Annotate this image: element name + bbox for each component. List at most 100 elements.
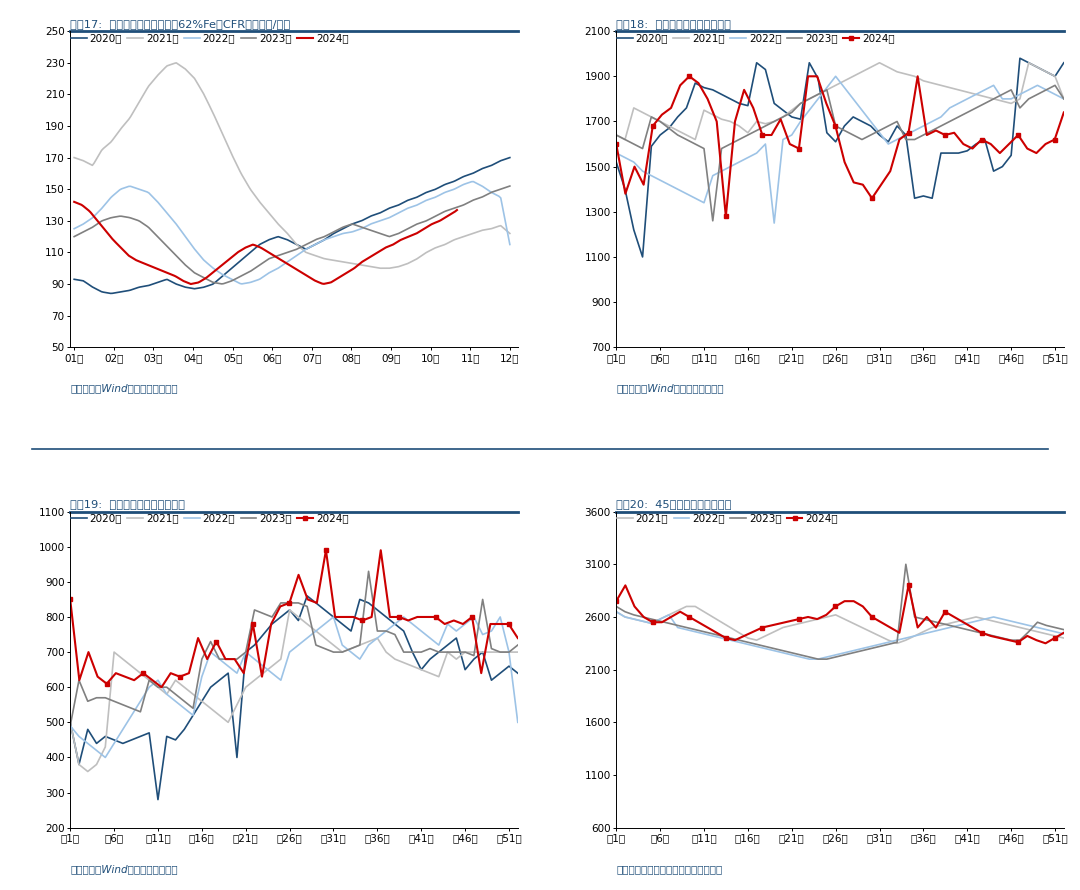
2022年 [283, 647, 296, 658]
2024年 [984, 631, 997, 642]
2023年 [855, 134, 868, 145]
Line: 2024年: 2024年 [615, 75, 1066, 218]
2021年 [777, 111, 789, 122]
2024年 [711, 627, 724, 638]
2024年 [865, 611, 878, 622]
Line: 2023年: 2023年 [75, 186, 510, 284]
2024年 [450, 205, 463, 215]
2023年 [610, 601, 623, 611]
2024年 [664, 102, 677, 113]
2024年 [416, 224, 429, 235]
2024年 [185, 279, 198, 289]
2024年 [173, 671, 186, 682]
2021年 [64, 717, 77, 728]
2024年 [457, 619, 470, 629]
2024年 [847, 177, 860, 188]
2024年 [246, 619, 259, 629]
2023年 [485, 643, 498, 654]
2024年 [847, 595, 860, 606]
2024年 [146, 675, 159, 685]
2022年 [891, 635, 904, 645]
2021年 [900, 69, 913, 79]
2024年 [774, 618, 787, 628]
2022年 [467, 176, 480, 187]
2020年 [217, 270, 230, 280]
2021年 [230, 700, 243, 710]
Line: 2023年: 2023年 [617, 85, 1064, 221]
Text: 图表17:  普氏铁矿石价格指数（62%Fe，CFR）（美元/吨）: 图表17: 普氏铁矿石价格指数（62%Fe，CFR）（美元/吨） [70, 19, 291, 29]
2023年 [908, 134, 921, 145]
2024年 [164, 668, 177, 678]
2024年 [465, 611, 478, 622]
2024年 [719, 633, 732, 643]
2024年 [310, 597, 323, 608]
2024年 [1002, 139, 1015, 150]
2021年 [873, 58, 886, 69]
2024年 [274, 601, 287, 611]
2023年 [217, 279, 230, 289]
2021年 [645, 618, 658, 628]
2024年 [292, 570, 305, 580]
2021年 [511, 647, 524, 658]
2024年 [939, 606, 951, 617]
2024年 [72, 675, 85, 685]
2024年 [920, 130, 933, 141]
2024年 [228, 654, 241, 665]
2024年 [646, 121, 659, 132]
2024年 [875, 617, 888, 627]
2024年 [783, 616, 796, 627]
2024年 [701, 622, 714, 633]
2024年 [912, 71, 924, 82]
2023年 [706, 215, 719, 226]
2022年 [802, 654, 815, 665]
2022年 [310, 626, 323, 636]
Legend: 2020年, 2021年, 2022年, 2023年, 2024年: 2020年, 2021年, 2022年, 2023年, 2024年 [71, 514, 349, 523]
2022年 [99, 752, 112, 763]
2024年 [347, 611, 360, 622]
2022年 [768, 645, 781, 656]
2021年 [619, 134, 632, 145]
2024年 [429, 611, 442, 622]
2020年 [777, 105, 789, 116]
2024年 [1049, 633, 1062, 643]
2023年 [97, 215, 110, 226]
2024年 [820, 610, 833, 620]
2024年 [1012, 130, 1025, 141]
2024年 [893, 134, 906, 145]
Text: 资料来源：Wind，国盛证券研究所: 资料来源：Wind，国盛证券研究所 [617, 384, 724, 393]
2024年 [774, 114, 787, 125]
2022年 [829, 650, 842, 660]
2022年 [917, 121, 930, 132]
2024年 [948, 611, 961, 622]
2024年 [883, 622, 896, 633]
2023年 [474, 192, 487, 203]
2024年 [930, 622, 943, 633]
Text: 图表19:  巴西周度发货量（万吨）: 图表19: 巴西周度发货量（万吨） [70, 499, 185, 509]
2022年 [108, 738, 121, 748]
2022年 [86, 213, 99, 223]
2022年 [1057, 628, 1070, 639]
2024年 [875, 180, 888, 190]
2024年 [629, 601, 642, 611]
2024年 [420, 611, 433, 622]
Line: 2022年: 2022年 [617, 77, 1064, 223]
2024年 [438, 619, 451, 629]
2021年 [283, 604, 296, 615]
2021年 [370, 633, 383, 643]
2021年 [68, 152, 81, 163]
2024年 [856, 180, 869, 190]
2024年 [801, 611, 814, 622]
2024年 [984, 139, 997, 150]
2024年 [939, 130, 951, 141]
Line: 2021年: 2021年 [617, 63, 1064, 140]
2024年 [191, 633, 204, 643]
2024年 [783, 139, 796, 150]
Legend: 2021年, 2022年, 2023年, 2024年: 2021年, 2022年, 2023年, 2024年 [617, 514, 838, 523]
2024年 [893, 627, 906, 638]
2024年 [365, 611, 378, 622]
2020年 [357, 214, 370, 225]
2021年 [610, 130, 623, 141]
2020年 [104, 288, 117, 299]
2024年 [683, 611, 696, 622]
2024年 [701, 93, 714, 104]
